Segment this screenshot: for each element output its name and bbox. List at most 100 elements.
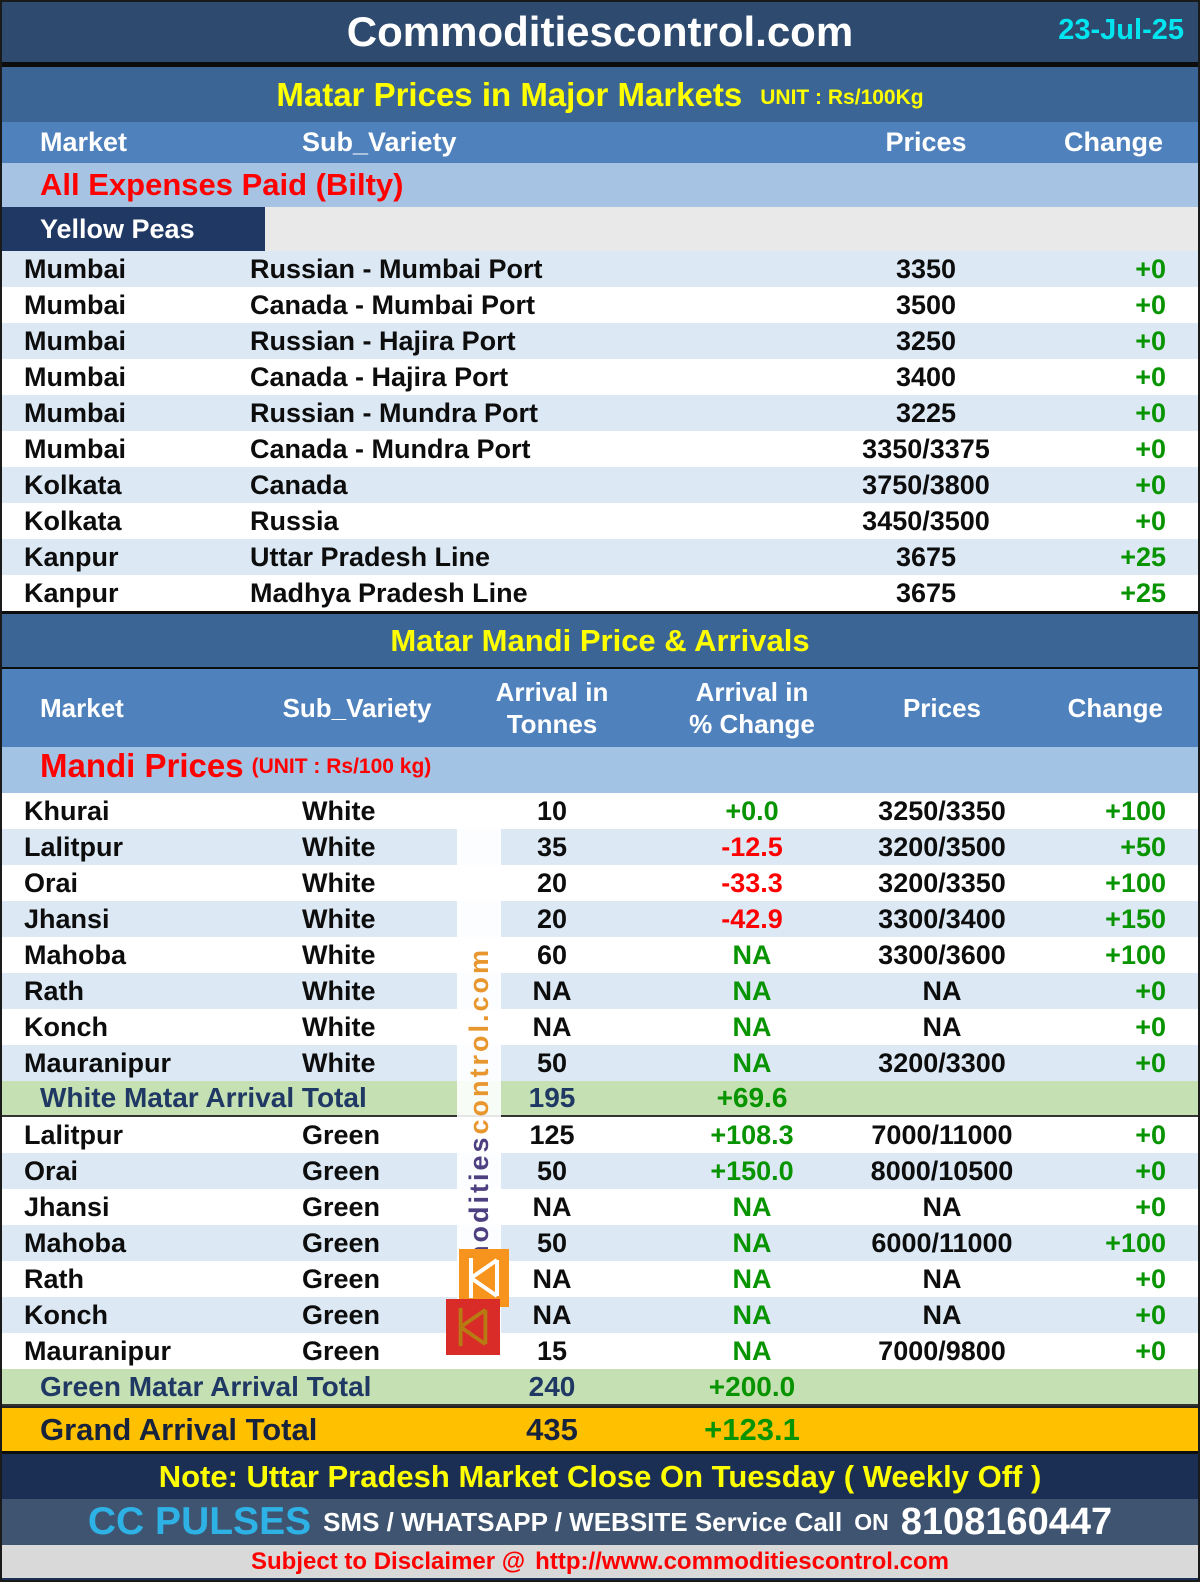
site-title: Commoditiescontrol.com — [346, 8, 854, 55]
table-row: Rath Green NA NA NA +0 — [2, 1261, 1198, 1297]
variety-cell: Green — [302, 1155, 381, 1186]
total-arrival: 240 — [528, 1370, 576, 1402]
price-cell: 3750/3800 — [862, 469, 990, 500]
variety-cell: White — [302, 1011, 376, 1042]
price-cell: NA — [922, 975, 962, 1006]
table-row: Khurai White 10 +0.0 3250/3350 +100 — [2, 793, 1198, 829]
market-cell: Mahoba — [24, 939, 127, 970]
arrival-tonnes-cell: 125 — [529, 1119, 575, 1150]
watermark-logo-orange — [459, 1249, 509, 1307]
cc-pulses-band: CC PULSES SMS / WHATSAPP / WEBSITE Servi… — [2, 1499, 1198, 1545]
market-cell: Jhansi — [24, 1191, 110, 1222]
market-cell: Mumbai — [24, 325, 127, 356]
arrival-pct-cell: NA — [732, 1011, 772, 1042]
total-pct: +200.0 — [708, 1370, 796, 1402]
col-market: Market — [40, 692, 124, 723]
grand-total-row: Grand Arrival Total 435 +123.1 — [2, 1406, 1198, 1451]
arrival-tonnes-cell: NA — [532, 975, 572, 1006]
note-text: Note: Uttar Pradesh Market Close On Tues… — [158, 1458, 1042, 1494]
total-label: White Matar Arrival Total — [40, 1082, 367, 1113]
variety-cell: Canada - Mumbai Port — [250, 289, 536, 320]
market-cell: Lalitpur — [24, 831, 123, 862]
table-row: Konch Green NA NA NA +0 — [2, 1297, 1198, 1333]
variety-cell: White — [302, 867, 376, 898]
change-cell: +0 — [1135, 253, 1166, 284]
change-cell: +0 — [1135, 433, 1166, 464]
change-cell: +100 — [1105, 939, 1166, 970]
variety-cell: Uttar Pradesh Line — [250, 541, 491, 572]
on-label: ON — [854, 1508, 889, 1535]
arrival-tonnes-cell: NA — [532, 1011, 572, 1042]
arrival-tonnes-cell: 15 — [536, 1335, 568, 1366]
change-cell: +25 — [1120, 577, 1166, 608]
market-cell: Lalitpur — [24, 1119, 123, 1150]
table-row: Rath White NA NA NA +0 — [2, 973, 1198, 1009]
table-row: Mumbai Russian - Mundra Port 3225 +0 — [2, 395, 1198, 431]
variety-cell: White — [302, 831, 376, 862]
market-cell: Kolkata — [24, 469, 122, 500]
table-row: Mahoba Green 50 NA 6000/11000 +100 — [2, 1225, 1198, 1261]
service-text: SMS / WHATSAPP / WEBSITE Service Call — [323, 1506, 843, 1537]
change-cell: +0 — [1135, 1191, 1166, 1222]
price-cell: 6000/11000 — [871, 1227, 1013, 1258]
price-cell: 3450/3500 — [862, 505, 990, 536]
variety-cell: White — [302, 939, 376, 970]
mandi-title: Mandi Prices — [40, 747, 244, 784]
table-row: Mumbai Canada - Hajira Port 3400 +0 — [2, 359, 1198, 395]
divider — [2, 62, 1198, 67]
col-pct-line2: % Change — [689, 709, 815, 739]
change-cell: +0 — [1135, 1011, 1166, 1042]
col-market: Market — [40, 127, 128, 157]
table2-banner: Matar Mandi Price & Arrivals — [2, 611, 1198, 669]
price-cell: NA — [922, 1011, 962, 1042]
col-arrival-pct-change: Arrival in % Change — [652, 676, 852, 741]
arrival-pct-cell: NA — [732, 1335, 772, 1366]
variety-cell: White — [302, 975, 376, 1006]
market-cell: Rath — [24, 975, 84, 1006]
arrival-tonnes-cell: 50 — [536, 1155, 568, 1186]
variety-cell: Green — [302, 1191, 381, 1222]
price-cell: 7000/11000 — [871, 1119, 1013, 1150]
variety-cell: Madhya Pradesh Line — [250, 577, 528, 608]
price-cell: NA — [922, 1191, 962, 1222]
title-band: Commoditiescontrol.com 23-Jul-25 — [2, 2, 1198, 62]
market-cell: Mauranipur — [24, 1047, 172, 1078]
price-cell: 3500 — [895, 289, 957, 320]
disclaimer-text: Subject to Disclaimer @ — [251, 1547, 526, 1575]
price-cell: 3400 — [895, 361, 957, 392]
arrival-pct-cell: -33.3 — [721, 867, 783, 898]
market-cell: Orai — [24, 1155, 79, 1186]
variety-cell: Russia — [250, 505, 339, 536]
market-cell: Rath — [24, 1263, 84, 1294]
change-cell: +25 — [1120, 541, 1166, 572]
table-row: Kanpur Madhya Pradesh Line 3675 +25 — [2, 575, 1198, 611]
disclaimer-link[interactable]: http://www.commoditiescontrol.com — [535, 1547, 949, 1575]
change-cell: +0 — [1135, 1119, 1166, 1150]
price-cell: 3675 — [895, 577, 957, 608]
price-cell: 3350/3375 — [862, 433, 990, 464]
table-row: Lalitpur Green 125 +108.3 7000/11000 +0 — [2, 1117, 1198, 1153]
table1-banner: Matar Prices in Major Markets UNIT : Rs/… — [2, 67, 1198, 122]
table-row: Mauranipur Green 15 NA 7000/9800 +0 — [2, 1333, 1198, 1369]
market-cell: Mumbai — [24, 253, 127, 284]
table1-rows: Mumbai Russian - Mumbai Port 3350 +0 Mum… — [2, 251, 1198, 611]
price-cell: 3300/3600 — [878, 939, 1006, 970]
variety-cell: Canada - Hajira Port — [250, 361, 509, 392]
market-cell: Kanpur — [24, 541, 119, 572]
variety-cell: White — [302, 795, 376, 826]
total-arrival: 195 — [528, 1082, 576, 1113]
table-row: Mauranipur White 50 NA 3200/3300 +0 — [2, 1045, 1198, 1081]
white-matar-total-row: White Matar Arrival Total 195 +69.6 — [2, 1081, 1198, 1117]
table2-title: Matar Mandi Price & Arrivals — [390, 622, 810, 658]
market-cell: Konch — [24, 1299, 108, 1330]
table1-title: Matar Prices in Major Markets — [276, 75, 743, 113]
price-cell: 3200/3350 — [878, 867, 1006, 898]
market-cell: Mumbai — [24, 361, 127, 392]
change-cell: +100 — [1105, 1227, 1166, 1258]
arrival-tonnes-cell: 60 — [536, 939, 568, 970]
table-row: Orai Green 50 +150.0 8000/10500 +0 — [2, 1153, 1198, 1189]
total-pct: +69.6 — [716, 1082, 788, 1113]
arrival-pct-cell: NA — [732, 1191, 772, 1222]
price-cell: 8000/10500 — [870, 1155, 1014, 1186]
